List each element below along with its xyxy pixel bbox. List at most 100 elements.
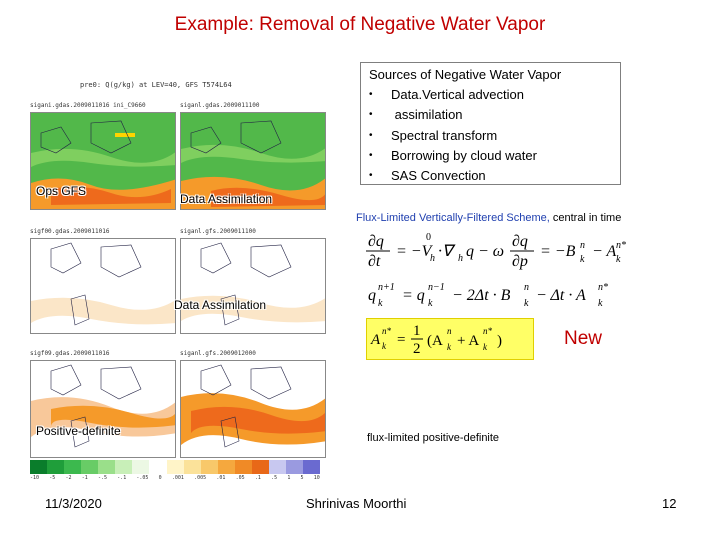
map-panel-3-label: sigf00.gdas.2009011016 [30,228,110,235]
svg-text:k: k [428,298,433,309]
svg-text:n: n [447,326,452,336]
svg-text:∂q: ∂q [368,233,384,250]
svg-text:+ A: + A [457,333,479,349]
svg-text:n+1: n+1 [378,282,395,293]
svg-text:2: 2 [413,341,421,357]
svg-text:q − ω: q − ω [466,243,504,260]
colorbar-tick: .001 [171,475,184,481]
bullet-icon: • [369,170,373,182]
colorbar-tick: -.05 [136,475,149,481]
svg-text:k: k [382,341,387,351]
svg-text:0: 0 [426,232,431,243]
data-assimilation-label-1: Data Assimilation [180,192,273,206]
map-panel-3 [30,238,176,334]
colorbar-tick: 1 [287,475,291,481]
list-item: • assimilation [369,105,612,125]
ops-gfs-label: Ops GFS [36,184,87,198]
colorbar-tick: -1 [81,475,88,481]
svg-text:·∇: ·∇ [438,243,456,260]
colorbar-tick: .5 [271,475,278,481]
map-panel-2-label: siganl.gdas.2009011100 [180,102,260,109]
svg-text:∂q: ∂q [512,233,528,250]
svg-text:q: q [368,287,376,304]
map-panel-6 [180,360,326,458]
map-panel-5 [30,360,176,458]
colorbar-tick: -.1 [117,475,127,481]
svg-text:k: k [447,342,452,352]
bullet-icon: • [369,109,373,121]
svg-text:n*: n* [382,326,392,336]
positive-definite-label: Positive-definite [36,424,121,438]
bullet-icon: • [369,89,373,100]
svg-text:n−1: n−1 [428,282,445,293]
colorbar-tick: -.5 [97,475,107,481]
svg-text:n: n [580,240,585,251]
svg-text:− 2Δt · B: − 2Δt · B [452,287,511,304]
colorbar-tick: -5 [49,475,56,481]
slide-page-number: 12 [662,496,677,511]
scheme-caption: Flux-Limited Vertically-Filtered Scheme,… [356,212,621,224]
colorbar-tick: .01 [216,475,226,481]
data-assimilation-label-2: Data Assimilation [174,298,267,312]
svg-text:k: k [524,298,529,309]
slide-author: Shrinivas Moorthi [306,496,407,511]
scheme-time: central in time [552,212,622,224]
colorbar-tick: -2 [65,475,72,481]
svg-text:− Δt · A: − Δt · A [536,287,586,304]
svg-text:− A: − A [592,243,617,260]
svg-text:∂t: ∂t [368,253,381,270]
list-item: • Spectral transform [369,126,612,146]
water-vapor-map-figure: pre0: Q(g/kg) at LEV=40, GFS T574L64 [10,72,328,482]
colorbar-tick: 5 [300,475,304,481]
svg-text:n*: n* [598,282,608,293]
sources-heading: Sources of Negative Water Vapor [369,67,562,82]
svg-text:k: k [378,298,383,309]
slide-date: 11/3/2020 [45,496,102,511]
svg-text:h: h [458,253,463,264]
flux-limited-label: flux-limited positive-definite [367,432,500,444]
svg-text:n*: n* [483,326,493,336]
svg-text:(A: (A [427,333,443,349]
new-label: New [564,328,603,349]
sources-box: Sources of Negative Water Vapor • Data.Ve… [360,62,621,185]
svg-text:k: k [483,342,488,352]
map-panel-2 [180,112,326,210]
svg-text:n*: n* [616,240,626,251]
svg-text:=: = [397,332,405,348]
colorbar-tick: -10 [30,475,40,481]
map-panel-1 [30,112,176,210]
svg-text:= −V: = −V [396,243,434,260]
svg-text:k: k [616,254,621,265]
svg-text:): ) [497,333,502,349]
map-panel-6-label: siganl.gfs.2009012000 [180,350,256,357]
svg-text:1: 1 [413,323,421,339]
sources-list: • Data.Vertical advection • assimilation … [369,85,612,186]
map-figure-header: pre0: Q(g/kg) at LEV=40, GFS T574L64 [80,81,232,89]
svg-text:= q: = q [402,287,425,304]
list-item: • Borrowing by cloud water [369,146,612,166]
svg-text:k: k [580,254,585,265]
map-panel-5-label: sigf09.gdas.2009011016 [30,350,110,357]
svg-text:A: A [370,332,381,348]
list-item: • Data.Vertical advection [369,85,612,105]
scheme-name: Flux-Limited Vertically-Filtered Scheme, [356,212,550,224]
colorbar-tick: 10 [313,475,320,481]
svg-text:k: k [598,298,603,309]
svg-text:n: n [524,282,529,293]
slide-title: Example: Removal of Negative Water Vapor [174,14,546,35]
map-panel-4 [180,238,326,334]
colorbar-tick-labels: -10 -5 -2 -1 -.5 -.1 -.05 0 .001 .005 .0… [30,475,320,483]
colorbar-tick: 0 [158,475,162,481]
svg-text:h: h [430,253,435,264]
list-item: • SAS Convection [369,166,612,186]
bullet-icon: • [369,129,373,141]
colorbar-tick: .1 [254,475,261,481]
svg-text:= −B: = −B [540,243,576,260]
colorbar-tick: .05 [235,475,245,481]
map-colorbar [30,460,321,474]
bullet-icon: • [369,149,373,161]
map-panel-4-label: siganl.gfs.2009011100 [180,228,256,235]
